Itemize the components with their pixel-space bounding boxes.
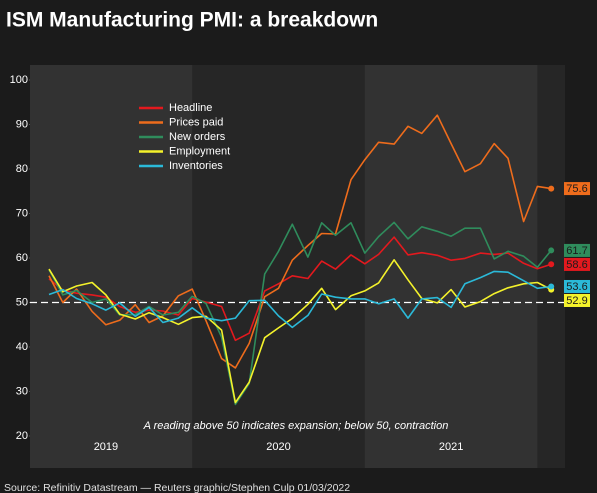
y-tick-label: 90 <box>16 118 28 130</box>
x-tick-label: 2019 <box>94 441 118 453</box>
source: Source: Refinitiv Datastream — Reuters g… <box>4 482 350 493</box>
value-label-box <box>564 182 590 196</box>
value-label: 75.6 <box>566 183 587 195</box>
end-point <box>548 261 555 268</box>
value-label-box <box>564 243 590 257</box>
year-band <box>30 65 193 468</box>
year-bands <box>30 65 538 468</box>
end-point <box>548 185 555 192</box>
value-label: 61.7 <box>566 245 587 257</box>
legend-label: Headline <box>169 102 212 114</box>
x-tick-label: 2021 <box>439 441 463 453</box>
value-label-box <box>564 293 590 307</box>
legend-label: Prices paid <box>169 116 223 128</box>
annotation: A reading above 50 indicates expansion; … <box>143 420 449 432</box>
value-label-box <box>564 279 590 293</box>
series-line <box>48 236 552 342</box>
legend-label: New orders <box>169 131 226 143</box>
y-tick-label: 40 <box>16 341 28 353</box>
value-label: 58.6 <box>566 259 587 271</box>
series-line <box>48 270 552 329</box>
end-point <box>548 247 555 254</box>
series-line <box>48 114 552 369</box>
series-line <box>48 259 552 404</box>
y-tick-label: 60 <box>16 252 28 264</box>
y-tick-label: 50 <box>16 296 28 308</box>
y-tick-label: 70 <box>16 207 28 219</box>
y-tick-label: 100 <box>10 74 28 86</box>
x-tick-label: 2020 <box>266 441 290 453</box>
legend-label: Inventories <box>169 160 223 172</box>
y-tick-label: 80 <box>16 163 28 175</box>
value-label-box <box>564 257 590 271</box>
y-tick-label: 30 <box>16 385 28 397</box>
legend-label: Employment <box>169 145 230 157</box>
year-band <box>364 65 538 468</box>
value-label: 53.6 <box>566 281 587 293</box>
chart-title: ISM Manufacturing PMI: a breakdown <box>6 9 378 32</box>
end-point <box>548 283 555 290</box>
y-tick-label: 20 <box>16 430 28 442</box>
value-label: 52.9 <box>566 295 587 307</box>
